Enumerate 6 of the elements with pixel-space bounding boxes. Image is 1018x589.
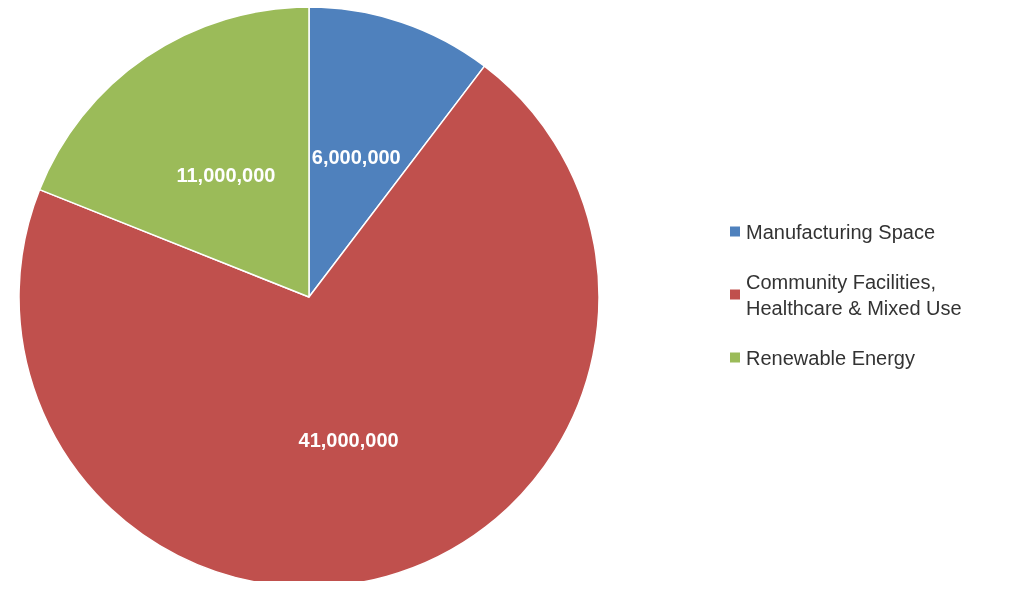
data-label: 41,000,000 — [298, 428, 399, 451]
data-label: 11,000,000 — [176, 163, 276, 186]
legend-label: Renewable Energy — [746, 346, 915, 369]
data-label: 6,000,000 — [311, 145, 401, 168]
legend-label: Community Facilities, Healthcare & Mixed Use — [746, 270, 962, 319]
legend-label: Manufacturing Space — [746, 220, 936, 243]
